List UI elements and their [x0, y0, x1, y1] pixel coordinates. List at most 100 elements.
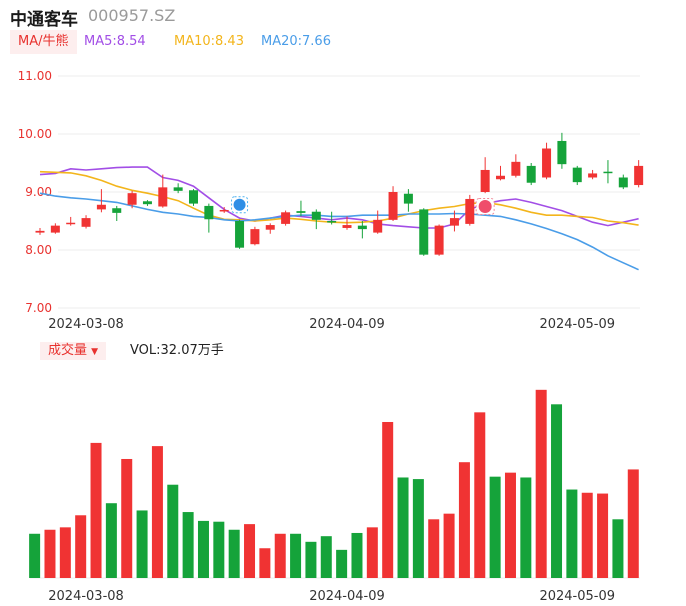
- volume-bar: [305, 541, 317, 578]
- candle: [403, 189, 413, 212]
- candle: [296, 200, 306, 217]
- candle-body: [557, 140, 567, 165]
- candle: [603, 160, 613, 184]
- volume-bar: [382, 421, 394, 578]
- candle: [465, 194, 475, 226]
- candle: [419, 208, 429, 256]
- ma-line-ma5: [39, 166, 639, 229]
- stock-code: 000957.SZ: [88, 6, 176, 25]
- candle: [449, 210, 459, 232]
- volume-bar: [535, 389, 547, 578]
- x-tick-label: 2024-03-08: [48, 317, 124, 332]
- volume-bar: [320, 536, 332, 578]
- volume-tag-label: 成交量: [48, 343, 88, 358]
- candle-body: [403, 193, 413, 204]
- x-tick-label: 2024-05-09: [539, 589, 615, 604]
- candle-body: [35, 230, 45, 233]
- candle-body: [373, 219, 383, 233]
- candle-body: [588, 173, 598, 178]
- y-tick-label: 7.00: [25, 301, 52, 315]
- candle-body: [173, 187, 183, 191]
- candle: [173, 183, 183, 194]
- x-tick-label: 2024-05-09: [539, 317, 615, 332]
- candle: [572, 165, 582, 186]
- volume-bar: [274, 533, 286, 578]
- stock-name: 中通客车: [10, 10, 78, 30]
- volume-bar: [29, 533, 41, 578]
- candle-body: [189, 190, 198, 204]
- x-tick-label: 2024-03-08: [48, 589, 124, 604]
- candle: [588, 169, 598, 180]
- volume-bar: [443, 513, 455, 578]
- candle-body: [96, 204, 106, 210]
- volume-bar: [597, 493, 609, 578]
- candle: [542, 142, 552, 180]
- candle-body: [265, 225, 275, 230]
- candle: [281, 210, 291, 226]
- volume-bar: [474, 412, 486, 578]
- volume-bar: [197, 520, 209, 578]
- candle-body: [127, 193, 137, 205]
- y-tick-label: 9.00: [25, 185, 52, 199]
- volume-bar: [612, 519, 624, 578]
- candle-body: [357, 225, 367, 230]
- candle-body: [311, 211, 321, 220]
- candle: [235, 219, 245, 249]
- candle: [50, 223, 60, 234]
- volume-bar: [105, 503, 117, 578]
- trade-marker-red-icon: [475, 198, 495, 215]
- candle: [342, 216, 352, 230]
- dropdown-triangle-icon: ▼: [91, 347, 99, 357]
- candle: [511, 154, 521, 178]
- candle-body: [618, 177, 628, 188]
- candle: [618, 174, 628, 190]
- ma-toggle-tag[interactable]: MA/牛熊: [10, 30, 77, 54]
- candle: [189, 189, 198, 206]
- volume-bar: [566, 489, 578, 578]
- volume-bar: [397, 477, 409, 578]
- candle: [480, 157, 490, 194]
- y-tick-label: 11.00: [18, 69, 52, 83]
- volume-bar: [581, 492, 593, 578]
- volume-bar: [182, 512, 194, 578]
- candle-body: [496, 175, 505, 180]
- candle: [250, 226, 260, 246]
- candle: [634, 160, 644, 188]
- volume-bar: [228, 529, 240, 578]
- y-tick-label: 8.00: [25, 243, 52, 257]
- candle-body: [281, 212, 291, 224]
- volume-bar: [351, 532, 363, 578]
- volume-bar: [75, 515, 87, 578]
- volume-bar: [59, 527, 71, 578]
- ma10-legend: MA10:8.43: [174, 34, 244, 49]
- candle: [204, 203, 214, 233]
- volume-bar: [489, 476, 501, 578]
- volume-value: VOL:32.07万手: [130, 343, 224, 358]
- candle-body: [434, 225, 444, 255]
- ma-line-ma20: [39, 192, 639, 271]
- marker-dot: [478, 200, 492, 213]
- volume-bar: [167, 484, 179, 578]
- candle: [357, 221, 367, 239]
- candle: [66, 216, 76, 226]
- volume-bar: [504, 472, 516, 578]
- candle-body: [572, 167, 582, 183]
- candle: [81, 215, 91, 229]
- volume-bar: [520, 477, 532, 578]
- volume-bar: [151, 446, 163, 578]
- volume-bar: [259, 548, 271, 578]
- volume-bar: [627, 469, 639, 578]
- volume-bar: [458, 462, 470, 578]
- ma-line-ma10: [39, 170, 639, 226]
- y-tick-label: 10.00: [18, 127, 52, 141]
- volume-toggle-tag[interactable]: 成交量 ▼: [40, 342, 107, 360]
- volume-bar: [336, 549, 348, 578]
- candle-body: [296, 211, 306, 213]
- candle: [373, 210, 383, 234]
- candle-body: [235, 221, 245, 248]
- volume-bar: [290, 533, 302, 578]
- candle-body: [81, 218, 91, 227]
- candle: [496, 165, 505, 181]
- volume-bar: [412, 479, 424, 578]
